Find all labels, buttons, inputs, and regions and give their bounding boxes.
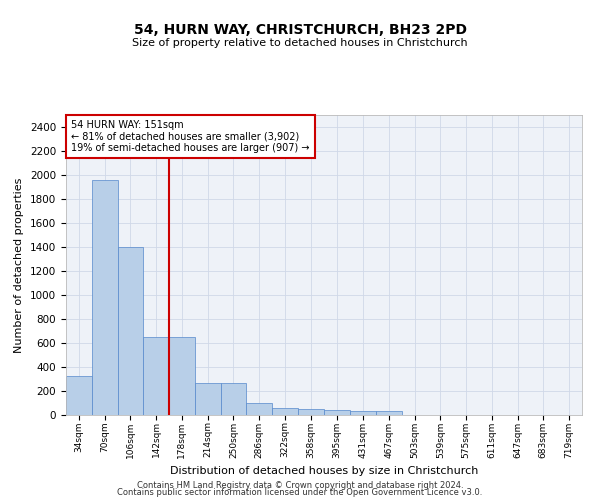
Bar — [169, 337, 195, 415]
Bar — [221, 382, 247, 415]
X-axis label: Distribution of detached houses by size in Christchurch: Distribution of detached houses by size … — [170, 466, 478, 476]
Bar — [325, 410, 350, 415]
Bar — [298, 409, 323, 415]
Bar — [272, 408, 298, 415]
Text: 54, HURN WAY, CHRISTCHURCH, BH23 2PD: 54, HURN WAY, CHRISTCHURCH, BH23 2PD — [133, 22, 467, 36]
Bar — [195, 382, 221, 415]
Text: Contains HM Land Registry data © Crown copyright and database right 2024.: Contains HM Land Registry data © Crown c… — [137, 480, 463, 490]
Bar — [143, 337, 169, 415]
Bar — [376, 412, 401, 415]
Bar — [247, 403, 272, 415]
Bar — [118, 247, 143, 415]
Bar — [66, 376, 92, 415]
Text: 54 HURN WAY: 151sqm
← 81% of detached houses are smaller (3,902)
19% of semi-det: 54 HURN WAY: 151sqm ← 81% of detached ho… — [71, 120, 310, 152]
Y-axis label: Number of detached properties: Number of detached properties — [14, 178, 25, 352]
Bar — [350, 411, 376, 415]
Bar — [92, 180, 118, 415]
Text: Contains public sector information licensed under the Open Government Licence v3: Contains public sector information licen… — [118, 488, 482, 497]
Text: Size of property relative to detached houses in Christchurch: Size of property relative to detached ho… — [132, 38, 468, 48]
